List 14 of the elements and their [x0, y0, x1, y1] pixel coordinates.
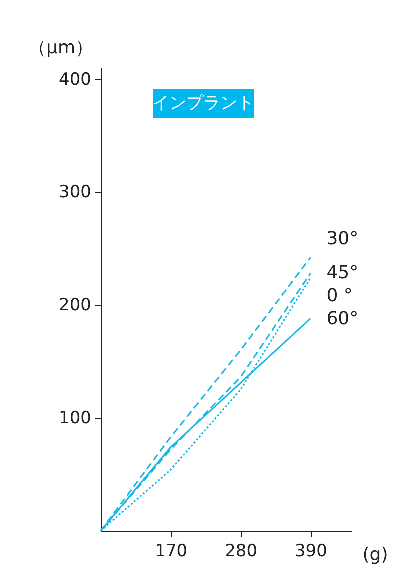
- x-tick-label: 390: [294, 542, 328, 562]
- series-label: 30°: [326, 228, 359, 250]
- series-label: 45°: [326, 262, 359, 284]
- x-tick-label: 280: [225, 542, 258, 562]
- text: インプラント: [152, 94, 254, 114]
- y-tick-label: 300: [59, 182, 92, 203]
- y-tick-label: 400: [59, 70, 92, 90]
- y-tick-label: 200: [59, 296, 92, 316]
- series-label: 60°: [326, 308, 359, 330]
- y-axis-title: （μm）: [28, 38, 94, 58]
- y-tick-label: 100: [59, 408, 92, 429]
- series-label: 0 °: [326, 286, 353, 307]
- x-tick-label: 170: [155, 542, 188, 562]
- x-axis-title: (g): [362, 544, 388, 566]
